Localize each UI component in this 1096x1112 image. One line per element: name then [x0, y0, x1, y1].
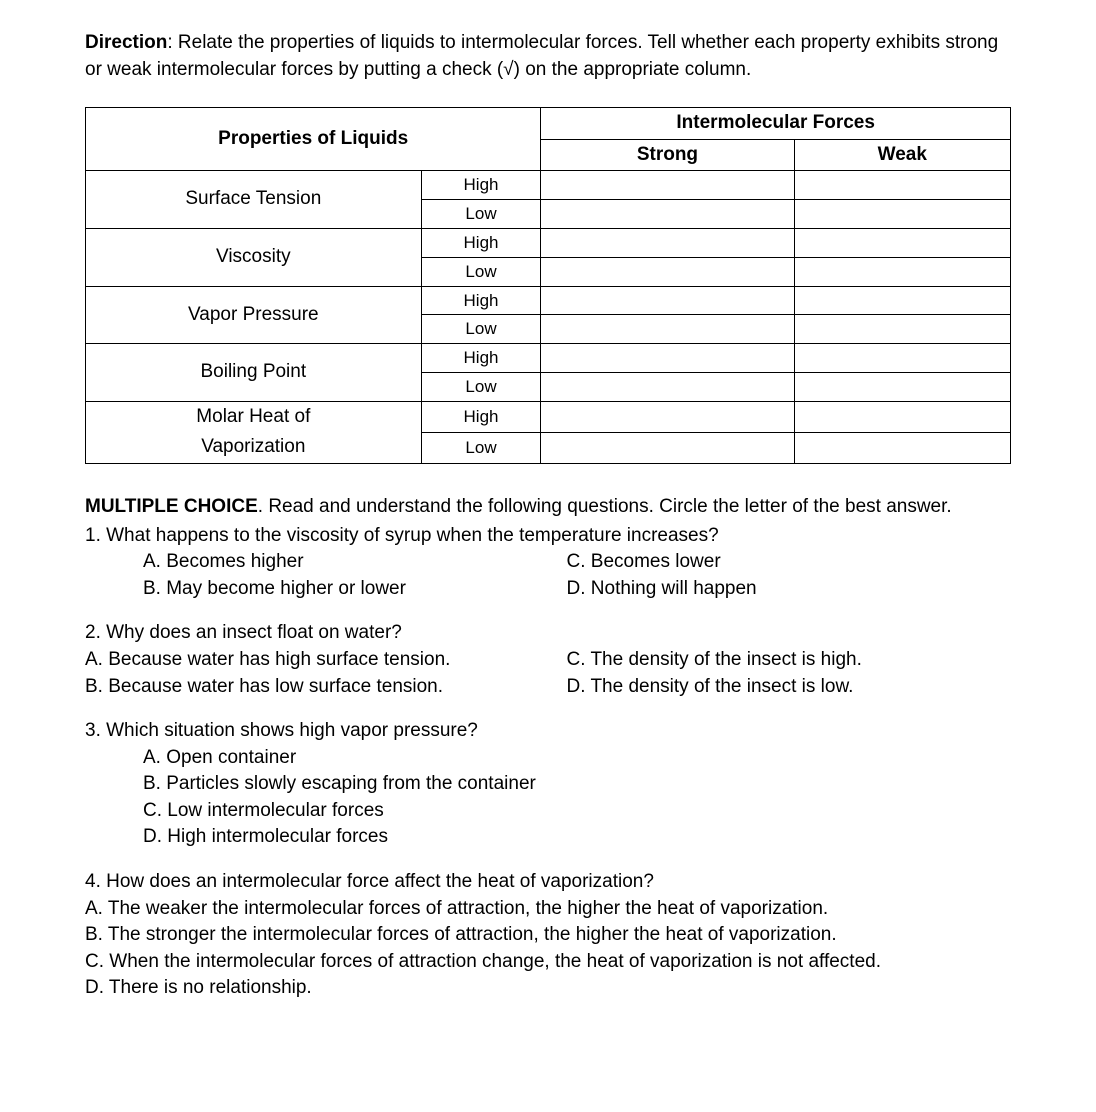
q2-option-a[interactable]: A. Because water has high surface tensio… [85, 647, 567, 674]
cell-strong[interactable] [541, 344, 794, 373]
question-2: 2. Why does an insect float on water? A.… [85, 620, 1011, 700]
direction-text: Direction: Relate the properties of liqu… [85, 30, 1011, 83]
q1-option-d[interactable]: D. Nothing will happen [567, 576, 1011, 603]
cell-strong[interactable] [541, 372, 794, 401]
cell-weak[interactable] [794, 257, 1010, 286]
q1-option-a[interactable]: A. Becomes higher [143, 549, 567, 576]
header-weak: Weak [794, 139, 1010, 171]
header-strong: Strong [541, 139, 794, 171]
q1-col-left: A. Becomes higher B. May become higher o… [85, 549, 567, 602]
level-high: High [421, 228, 541, 257]
cell-strong[interactable] [541, 257, 794, 286]
mc-text: . Read and understand the following ques… [258, 496, 952, 517]
q1-text: 1. What happens to the viscosity of syru… [85, 523, 1011, 550]
q3-option-b[interactable]: B. Particles slowly escaping from the co… [143, 771, 1011, 798]
cell-strong[interactable] [541, 432, 794, 463]
cell-weak[interactable] [794, 401, 1010, 432]
q3-option-d[interactable]: D. High intermolecular forces [143, 824, 1011, 851]
prop-molar-heat-2: Vaporization [86, 432, 422, 463]
q2-option-b[interactable]: B. Because water has low surface tension… [85, 674, 567, 701]
mc-heading: MULTIPLE CHOICE. Read and understand the… [85, 494, 1011, 521]
properties-table: Properties of Liquids Intermolecular For… [85, 107, 1011, 464]
cell-strong[interactable] [541, 171, 794, 200]
level-low: Low [421, 257, 541, 286]
level-high: High [421, 171, 541, 200]
prop-viscosity: Viscosity [86, 228, 422, 286]
q2-col-left: A. Because water has high surface tensio… [85, 647, 567, 700]
cell-strong[interactable] [541, 401, 794, 432]
question-1: 1. What happens to the viscosity of syru… [85, 523, 1011, 603]
table-row: Vapor Pressure High [86, 286, 1011, 315]
q2-col-right: C. The density of the insect is high. D.… [567, 647, 1011, 700]
q3-options: A. Open container B. Particles slowly es… [85, 745, 1011, 851]
cell-strong[interactable] [541, 315, 794, 344]
direction-label: Direction [85, 32, 167, 53]
q4-text: 4. How does an intermolecular force affe… [85, 869, 1011, 896]
table-row: Surface Tension High [86, 171, 1011, 200]
table-header-row-1: Properties of Liquids Intermolecular For… [86, 108, 1011, 140]
table-row: Boiling Point High [86, 344, 1011, 373]
cell-weak[interactable] [794, 372, 1010, 401]
q3-option-c[interactable]: C. Low intermolecular forces [143, 798, 1011, 825]
cell-weak[interactable] [794, 432, 1010, 463]
q1-col-right: C. Becomes lower D. Nothing will happen [567, 549, 1011, 602]
q4-option-b[interactable]: B. The stronger the intermolecular force… [85, 922, 1011, 949]
q2-option-c[interactable]: C. The density of the insect is high. [567, 647, 1011, 674]
q2-option-d[interactable]: D. The density of the insect is low. [567, 674, 1011, 701]
direction-body: : Relate the properties of liquids to in… [85, 32, 998, 80]
table-row: Vaporization Low [86, 432, 1011, 463]
prop-boiling-point: Boiling Point [86, 344, 422, 402]
q3-option-a[interactable]: A. Open container [143, 745, 1011, 772]
level-low: Low [421, 315, 541, 344]
q1-options: A. Becomes higher B. May become higher o… [85, 549, 1011, 602]
q1-option-c[interactable]: C. Becomes lower [567, 549, 1011, 576]
q4-option-d[interactable]: D. There is no relationship. [85, 975, 1011, 1002]
q4-option-a[interactable]: A. The weaker the intermolecular forces … [85, 896, 1011, 923]
q3-text: 3. Which situation shows high vapor pres… [85, 718, 1011, 745]
cell-strong[interactable] [541, 228, 794, 257]
q2-text: 2. Why does an insect float on water? [85, 620, 1011, 647]
level-high: High [421, 286, 541, 315]
table-row: Viscosity High [86, 228, 1011, 257]
prop-surface-tension: Surface Tension [86, 171, 422, 229]
mc-label: MULTIPLE CHOICE [85, 496, 258, 517]
level-low: Low [421, 372, 541, 401]
prop-molar-heat-1: Molar Heat of [86, 401, 422, 432]
level-high: High [421, 344, 541, 373]
level-high: High [421, 401, 541, 432]
header-imf: Intermolecular Forces [541, 108, 1011, 140]
cell-strong[interactable] [541, 200, 794, 229]
cell-strong[interactable] [541, 286, 794, 315]
q2-options: A. Because water has high surface tensio… [85, 647, 1011, 700]
cell-weak[interactable] [794, 228, 1010, 257]
cell-weak[interactable] [794, 171, 1010, 200]
q4-options: A. The weaker the intermolecular forces … [85, 896, 1011, 1002]
q1-option-b[interactable]: B. May become higher or lower [143, 576, 567, 603]
q4-option-c[interactable]: C. When the intermolecular forces of att… [85, 949, 1011, 976]
prop-vapor-pressure: Vapor Pressure [86, 286, 422, 344]
level-low: Low [421, 200, 541, 229]
question-4: 4. How does an intermolecular force affe… [85, 869, 1011, 1002]
table-row: Molar Heat of High [86, 401, 1011, 432]
level-low: Low [421, 432, 541, 463]
question-3: 3. Which situation shows high vapor pres… [85, 718, 1011, 851]
header-properties: Properties of Liquids [86, 108, 541, 171]
cell-weak[interactable] [794, 286, 1010, 315]
cell-weak[interactable] [794, 315, 1010, 344]
cell-weak[interactable] [794, 200, 1010, 229]
cell-weak[interactable] [794, 344, 1010, 373]
